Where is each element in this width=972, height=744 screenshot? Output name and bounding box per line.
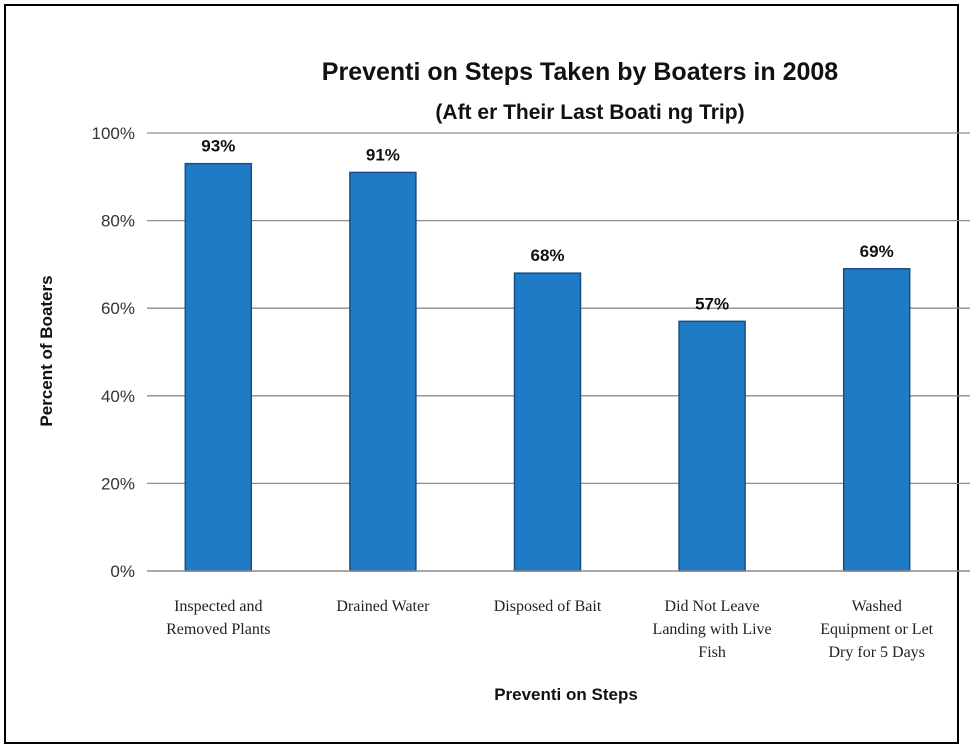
data-label: 68%: [530, 246, 564, 265]
y-axis-label: Percent of Boaters: [37, 275, 56, 426]
x-tick-label: Disposed of Bait: [494, 598, 602, 615]
data-labels: 93% 91% 68% 57% 69%: [201, 137, 893, 314]
data-label: 91%: [366, 145, 400, 164]
bar: [842, 268, 911, 572]
x-tick-label: Dry for 5 Days: [828, 644, 924, 661]
x-tick-label: Landing with Live: [653, 621, 772, 638]
data-label: 57%: [695, 294, 729, 313]
y-tick-label: 60%: [101, 299, 135, 318]
chart-frame: [4, 4, 959, 744]
x-tick-label: Removed Plants: [166, 621, 270, 638]
bar: [184, 162, 253, 572]
y-tick-label: 0%: [110, 562, 135, 581]
chart-subtitle: (Aft er Their Last Boati ng Trip): [435, 101, 744, 124]
x-axis-label: Preventi on Steps: [494, 685, 638, 704]
data-label: 93%: [201, 137, 235, 156]
x-axis-categories: Inspected and Removed Plants Drained Water…: [166, 598, 934, 661]
bar: [678, 320, 746, 572]
x-tick-label: Washed: [852, 598, 902, 615]
y-tick-label: 40%: [101, 387, 135, 406]
y-tick-label: 20%: [101, 474, 135, 493]
x-tick-label: Fish: [698, 644, 726, 661]
y-tick-label: 100%: [92, 124, 135, 143]
bar: [513, 272, 582, 572]
x-tick-label: Inspected and: [174, 598, 262, 615]
bar: [349, 171, 417, 572]
bars: [184, 162, 911, 572]
chart-title: Preventi on Steps Taken by Boaters in 20…: [322, 58, 838, 86]
y-axis-ticks: 0% 20% 40% 60% 80% 100%: [92, 124, 135, 581]
x-tick-label: Did Not Leave: [665, 598, 760, 615]
x-tick-label: Drained Water: [336, 598, 430, 615]
x-tick-label: Equipment or Let: [820, 621, 933, 638]
y-tick-label: 80%: [101, 212, 135, 231]
data-label: 69%: [860, 242, 894, 261]
